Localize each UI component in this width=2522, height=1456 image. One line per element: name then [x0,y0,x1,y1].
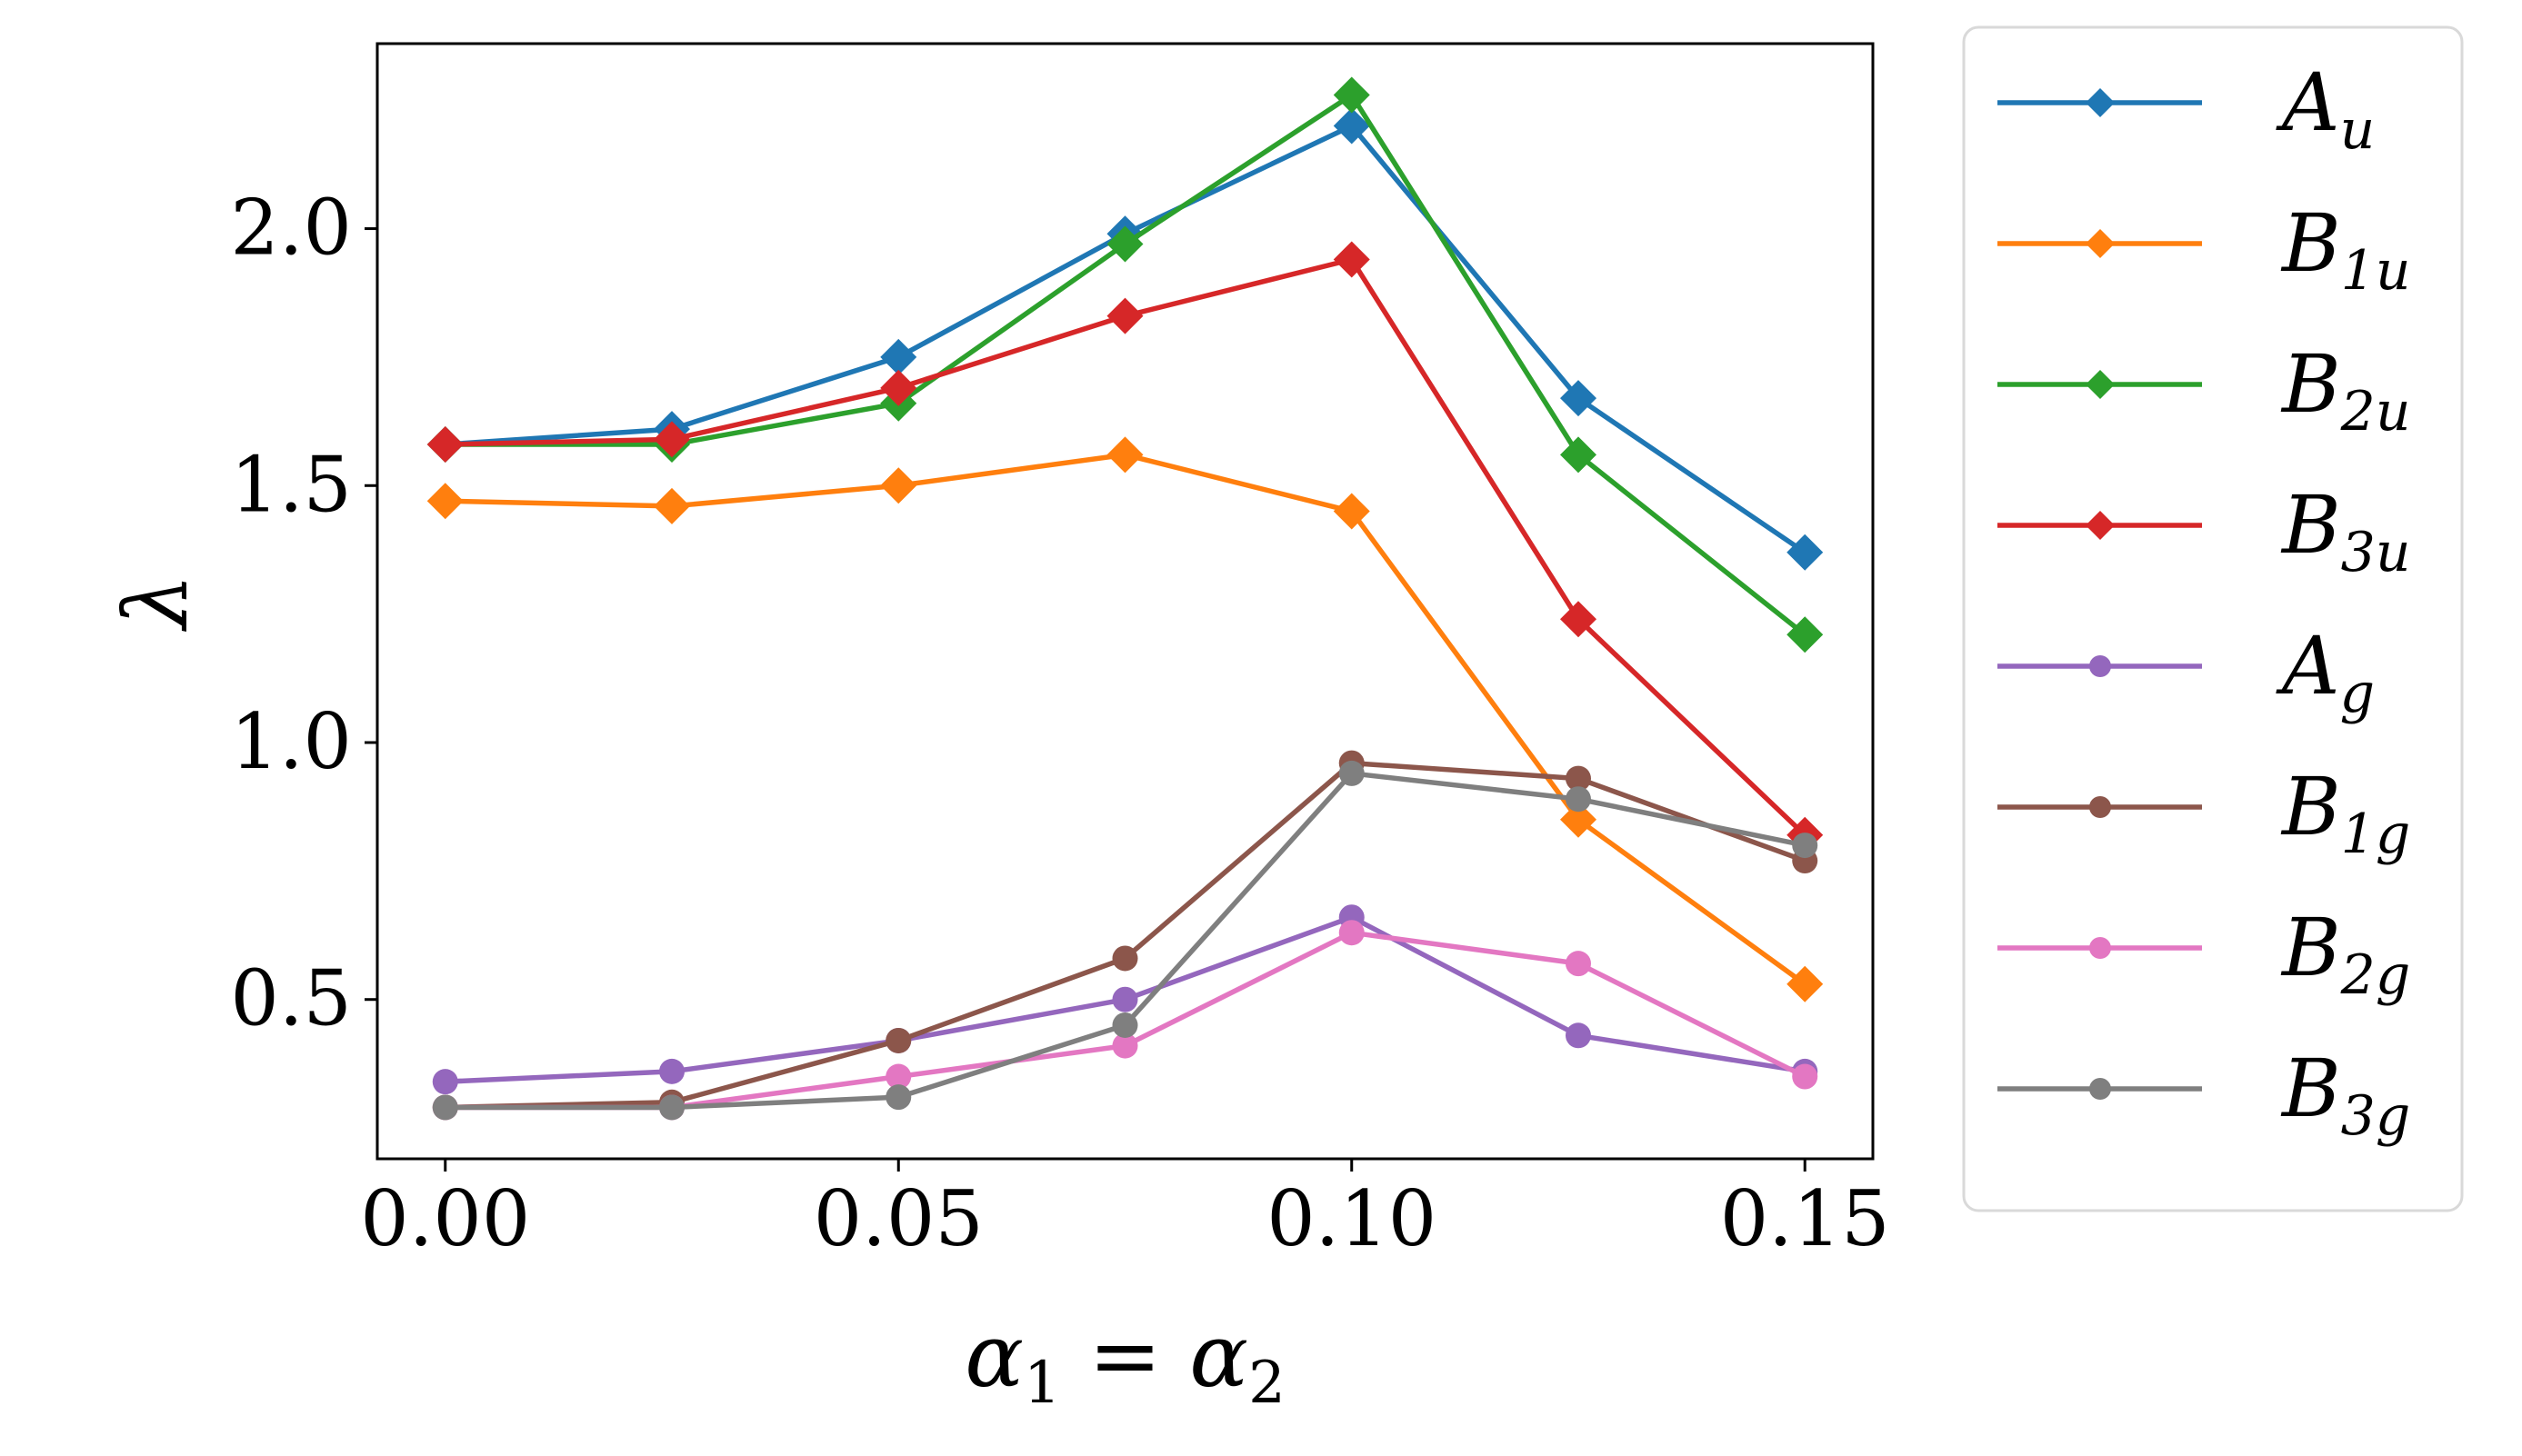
data-point [426,426,464,464]
y-tick-label: 1.5 [230,440,352,529]
y-tick-label: 1.0 [230,697,352,786]
legend-marker [2089,937,2111,959]
data-point [1338,760,1365,786]
series-layer [426,76,1824,1121]
data-point [654,421,691,458]
legend-entry: B3g [1997,1042,2410,1148]
data-point [1565,951,1591,977]
data-point [1333,241,1370,278]
series-line [445,256,1807,837]
x-tick-label: 0.10 [1266,1174,1436,1263]
series-a-g [432,904,1818,1095]
data-point [1333,76,1370,114]
legend-entry: B1g [1997,760,2410,866]
data-point [1559,436,1596,474]
data-point [886,1084,912,1111]
y-tick-label: 2.0 [230,184,352,273]
data-point [1333,493,1370,530]
data-point [886,1063,912,1090]
series-b-3g [432,760,1818,1121]
legend-entry: B2g [1997,901,2410,1007]
x-tick-label: 0.05 [814,1174,984,1263]
series-a-u [426,107,1824,571]
data-point [1106,297,1144,334]
plot-area-frame [375,42,1875,1161]
data-point [1112,986,1138,1012]
legend-entry: B2u [1997,337,2411,444]
legend-marker [2089,655,2111,677]
data-point [426,483,464,520]
series-line [445,452,1806,986]
legend: Au B1u B2u B3u Ag B1g B2g B3g [1962,25,2464,1212]
series-b-1u [426,436,1824,1002]
data-point [1112,1012,1138,1038]
data-point [1786,616,1824,653]
data-point [1333,107,1370,145]
data-point [880,467,917,504]
legend-entry: B1u [1997,196,2411,303]
axis-ticks: 0.00 0.05 0.10 0.15 0.5 1.0 1.5 2.0 [230,184,1889,1263]
x-tick-label: 0.00 [360,1174,530,1263]
legend-marker [2086,229,2115,258]
legend-label: B2g [2280,901,2410,1007]
data-point [1565,786,1591,813]
y-tick-label: 0.5 [230,954,352,1043]
data-point [1792,1063,1818,1090]
data-point [1559,380,1596,417]
data-point [659,1058,686,1084]
data-point [1106,436,1144,474]
data-point [1112,945,1138,972]
data-point [659,1094,686,1121]
legend-label: B3u [2280,478,2411,584]
legend-label: B1u [2280,196,2411,303]
legend-label: B3g [2280,1042,2410,1148]
data-point [1786,534,1824,571]
data-point [432,1094,458,1121]
data-point [1338,920,1365,946]
legend-entry: Ag [1997,619,2375,725]
data-point [1559,801,1596,838]
series-b-3u [426,241,1824,853]
series-line [445,123,1806,555]
data-point [880,338,917,375]
legend-label: Au [2276,55,2375,162]
legend-frame [1962,25,2464,1212]
data-point [1565,765,1591,792]
data-point [886,1027,912,1053]
legend-marker [2086,511,2115,540]
data-point [1559,601,1596,638]
x-tick-label: 0.15 [1720,1174,1890,1263]
series-b-2u [426,76,1824,653]
data-point [432,1069,458,1095]
data-point [880,369,917,406]
y-axis-label: λ [105,573,207,633]
legend-label: B1g [2280,760,2410,866]
legend-marker [2089,796,2111,818]
data-point [1106,225,1144,263]
legend-marker [2086,370,2115,399]
legend-marker [2086,88,2115,117]
series-line [445,92,1806,637]
legend-entry: B3u [1997,478,2411,584]
x-axis-label: α1 = α2 [965,1305,1286,1417]
data-point [654,487,691,524]
legend-label: B2u [2280,337,2411,444]
data-point [1786,965,1824,1002]
data-point [1792,833,1818,859]
data-point [1565,1022,1591,1049]
legend-label: Ag [2276,619,2375,725]
legend-entry: Au [1997,55,2375,162]
legend-marker [2089,1078,2111,1100]
data-point [1112,1032,1138,1059]
